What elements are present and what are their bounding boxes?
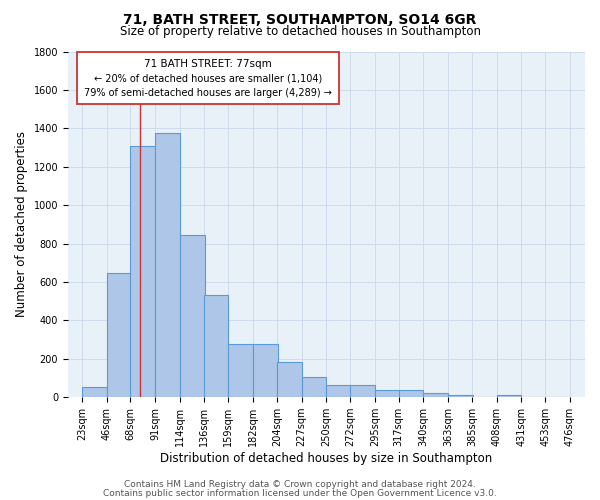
Text: 71 BATH STREET: 77sqm: 71 BATH STREET: 77sqm [144, 59, 272, 69]
Bar [180, 235, 205, 397]
Bar [497, 396, 521, 397]
Bar [448, 396, 473, 397]
Bar [277, 362, 302, 397]
Bar [302, 377, 326, 397]
Text: 71, BATH STREET, SOUTHAMPTON, SO14 6GR: 71, BATH STREET, SOUTHAMPTON, SO14 6GR [124, 12, 476, 26]
Text: ← 20% of detached houses are smaller (1,104): ← 20% of detached houses are smaller (1,… [94, 74, 322, 84]
Bar [326, 384, 351, 397]
Bar [82, 386, 107, 397]
Bar [375, 390, 400, 397]
Bar [130, 146, 155, 397]
Bar [424, 394, 448, 397]
Bar [107, 274, 131, 397]
Text: Contains HM Land Registry data © Crown copyright and database right 2024.: Contains HM Land Registry data © Crown c… [124, 480, 476, 489]
Bar [398, 390, 424, 397]
X-axis label: Distribution of detached houses by size in Southampton: Distribution of detached houses by size … [160, 452, 493, 465]
Bar [253, 344, 278, 397]
Bar [155, 133, 180, 397]
FancyBboxPatch shape [77, 52, 340, 104]
Y-axis label: Number of detached properties: Number of detached properties [15, 132, 28, 318]
Bar [203, 296, 229, 397]
Text: 79% of semi-detached houses are larger (4,289) →: 79% of semi-detached houses are larger (… [84, 88, 332, 98]
Text: Contains public sector information licensed under the Open Government Licence v3: Contains public sector information licen… [103, 488, 497, 498]
Bar [229, 344, 253, 397]
Text: Size of property relative to detached houses in Southampton: Size of property relative to detached ho… [119, 25, 481, 38]
Bar [350, 384, 375, 397]
